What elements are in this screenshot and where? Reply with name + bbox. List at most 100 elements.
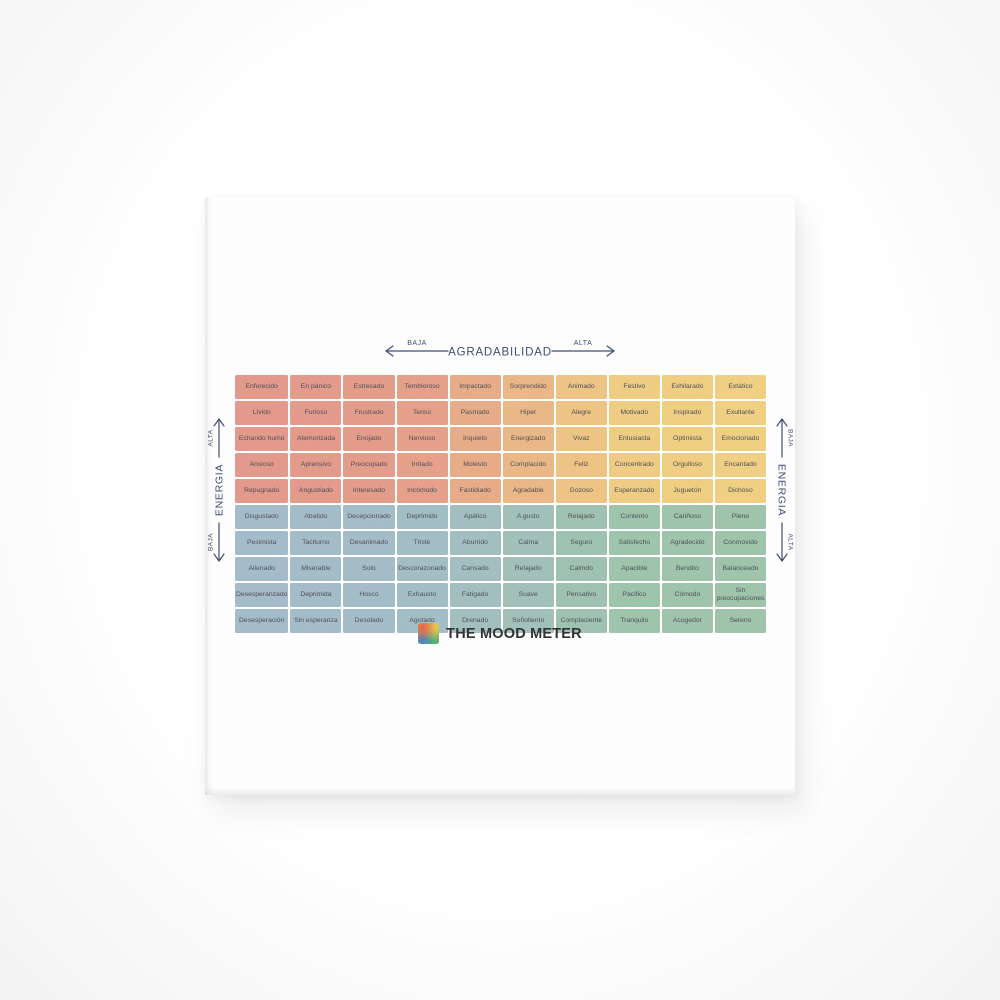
mood-cell: Conmovido xyxy=(714,531,766,555)
mood-cell: Complaciente xyxy=(555,609,607,633)
mood-cell: Inspirado xyxy=(661,401,713,425)
right-axis-energia: BAJA ENERGIA ALTA xyxy=(773,415,797,565)
mood-cell: Lívido xyxy=(235,401,289,425)
mood-cell: Agradecido xyxy=(661,531,713,555)
mood-cell: Estresado xyxy=(343,375,395,399)
mood-cell: Cansado xyxy=(449,557,501,581)
mood-cell: Exhausto xyxy=(396,583,448,607)
mood-cell: Relajado xyxy=(555,505,607,529)
mood-cell: A gusto xyxy=(502,505,554,529)
mood-cell: Triste xyxy=(396,531,448,555)
left-axis-high-label: ALTA xyxy=(208,429,215,446)
right-axis-high-label: ALTA xyxy=(787,534,794,551)
mood-cell: Apacible xyxy=(608,557,660,581)
mood-cell: Motivado xyxy=(608,401,660,425)
arrow-high-icon xyxy=(776,553,788,562)
mood-cell: Relajado xyxy=(502,557,554,581)
mood-cell: Ansioso xyxy=(235,453,289,477)
mood-cell: Disgustado xyxy=(235,505,289,529)
mood-cell: Aburrido xyxy=(449,531,501,555)
mood-cell: Incómodo xyxy=(396,479,448,503)
mood-cell: Extático xyxy=(714,375,766,399)
mood-cell: Optimista xyxy=(661,427,713,451)
mood-cell: Abatido xyxy=(290,505,342,529)
mood-cell: Fastidiado xyxy=(449,479,501,503)
mood-cell: Hiper xyxy=(502,401,554,425)
mood-cell: Calmdo xyxy=(555,557,607,581)
left-axis-low-label: BAJA xyxy=(208,533,215,551)
mood-cell: Taciturno xyxy=(290,531,342,555)
mood-cell: Pasmado xyxy=(449,401,501,425)
mood-cell: Deprimido xyxy=(396,505,448,529)
mood-meter-logo-icon xyxy=(418,623,440,644)
mood-cell: Festivo xyxy=(608,375,660,399)
mood-cell: Hosco xyxy=(343,583,395,607)
mood-cell: Nervioso xyxy=(396,427,448,451)
mood-cell: Atemorizada xyxy=(290,427,342,451)
mood-cell: Enfurecido xyxy=(235,375,289,399)
mood-cell: Balanceado xyxy=(714,557,766,581)
mood-cell: Vivaz xyxy=(555,427,607,451)
mood-cell: Aprensivo xyxy=(290,453,342,477)
mood-cell: Pesimista xyxy=(235,531,289,555)
mood-cell: Encantado xyxy=(714,453,766,477)
mood-cell: Energizado xyxy=(502,427,554,451)
mood-cell: Calma xyxy=(502,531,554,555)
mood-cell: Desanimado xyxy=(343,531,395,555)
mood-cell: Decepcionado xyxy=(343,505,395,529)
mood-cell: Agradable xyxy=(502,479,554,503)
mood-cell: Desesperanzado xyxy=(235,583,289,607)
mood-cell: Suave xyxy=(502,583,554,607)
mood-cell: Juguetón xyxy=(661,479,713,503)
mood-cell: Angustiado xyxy=(290,479,342,503)
mood-cell: En pánico xyxy=(290,375,342,399)
mood-cell: Tembloroso xyxy=(396,375,448,399)
left-axis-energia: BAJA ENERGIA ALTA xyxy=(204,415,228,565)
mood-cell: Emocionado xyxy=(714,427,766,451)
mood-grid: Enfurecido En pánico Estresado Tembloroso Im… xyxy=(235,375,766,633)
mood-cell: Seguro xyxy=(555,531,607,555)
mood-cell: Exultante xyxy=(714,401,766,425)
mood-cell: Deprimida xyxy=(290,583,342,607)
mood-cell: Impactado xyxy=(449,375,501,399)
top-axis-low-label: BAJA xyxy=(407,340,427,347)
mood-cell: Furioso xyxy=(290,401,342,425)
mood-cell: Enojado xyxy=(343,427,395,451)
mood-cell: Exhilarado xyxy=(661,375,713,399)
logo-text: THE MOOD METER xyxy=(446,625,582,642)
mood-cell: Repugnado xyxy=(235,479,289,503)
mood-cell: Tranquilo xyxy=(608,609,660,633)
mood-cell: Cómodo xyxy=(661,583,713,607)
mood-cell: Animado xyxy=(555,375,607,399)
mood-cell: Orgulloso xyxy=(661,453,713,477)
mood-cell: Alegre xyxy=(555,401,607,425)
mood-cell: Sin esperanza xyxy=(290,609,342,633)
mood-cell: Descorazonado xyxy=(396,557,448,581)
mood-cell: Concentrado xyxy=(608,453,660,477)
mood-cell: Preocupado xyxy=(343,453,395,477)
mood-cell: Bendito xyxy=(661,557,713,581)
mood-cell: Cariñoso xyxy=(661,505,713,529)
right-axis-low-label: BAJA xyxy=(787,429,794,447)
top-axis-high-label: ALTA xyxy=(574,340,592,347)
mood-cell: Fatigado xyxy=(449,583,501,607)
canvas-print: BAJA AGRADABILIDAD ALTA BAJA ENERGIA ALT… xyxy=(205,197,795,795)
mood-cell: Apático xyxy=(449,505,501,529)
mood-meter-logo: THE MOOD METER xyxy=(205,623,795,644)
mood-cell: Soñoliento xyxy=(502,609,554,633)
mood-cell: Sorprendido xyxy=(502,375,554,399)
mood-cell: Contento xyxy=(608,505,660,529)
mood-cell: Esperanzado xyxy=(608,479,660,503)
mood-cell: Irritado xyxy=(396,453,448,477)
top-axis-title: AGRADABILIDAD xyxy=(448,347,552,359)
mood-cell: Dichoso xyxy=(714,479,766,503)
mood-cell: Desolado xyxy=(343,609,395,633)
mood-cell: Desesperación xyxy=(235,609,289,633)
mood-cell: Complacido xyxy=(502,453,554,477)
mood-cell: Pacifico xyxy=(608,583,660,607)
mood-cell: Drenado xyxy=(449,609,501,633)
mood-cell: Frustrado xyxy=(343,401,395,425)
mood-cell: Acogedor xyxy=(661,609,713,633)
top-axis-agradabilidad: BAJA AGRADABILIDAD ALTA xyxy=(380,336,620,360)
mood-cell: Echando humo xyxy=(235,427,289,451)
